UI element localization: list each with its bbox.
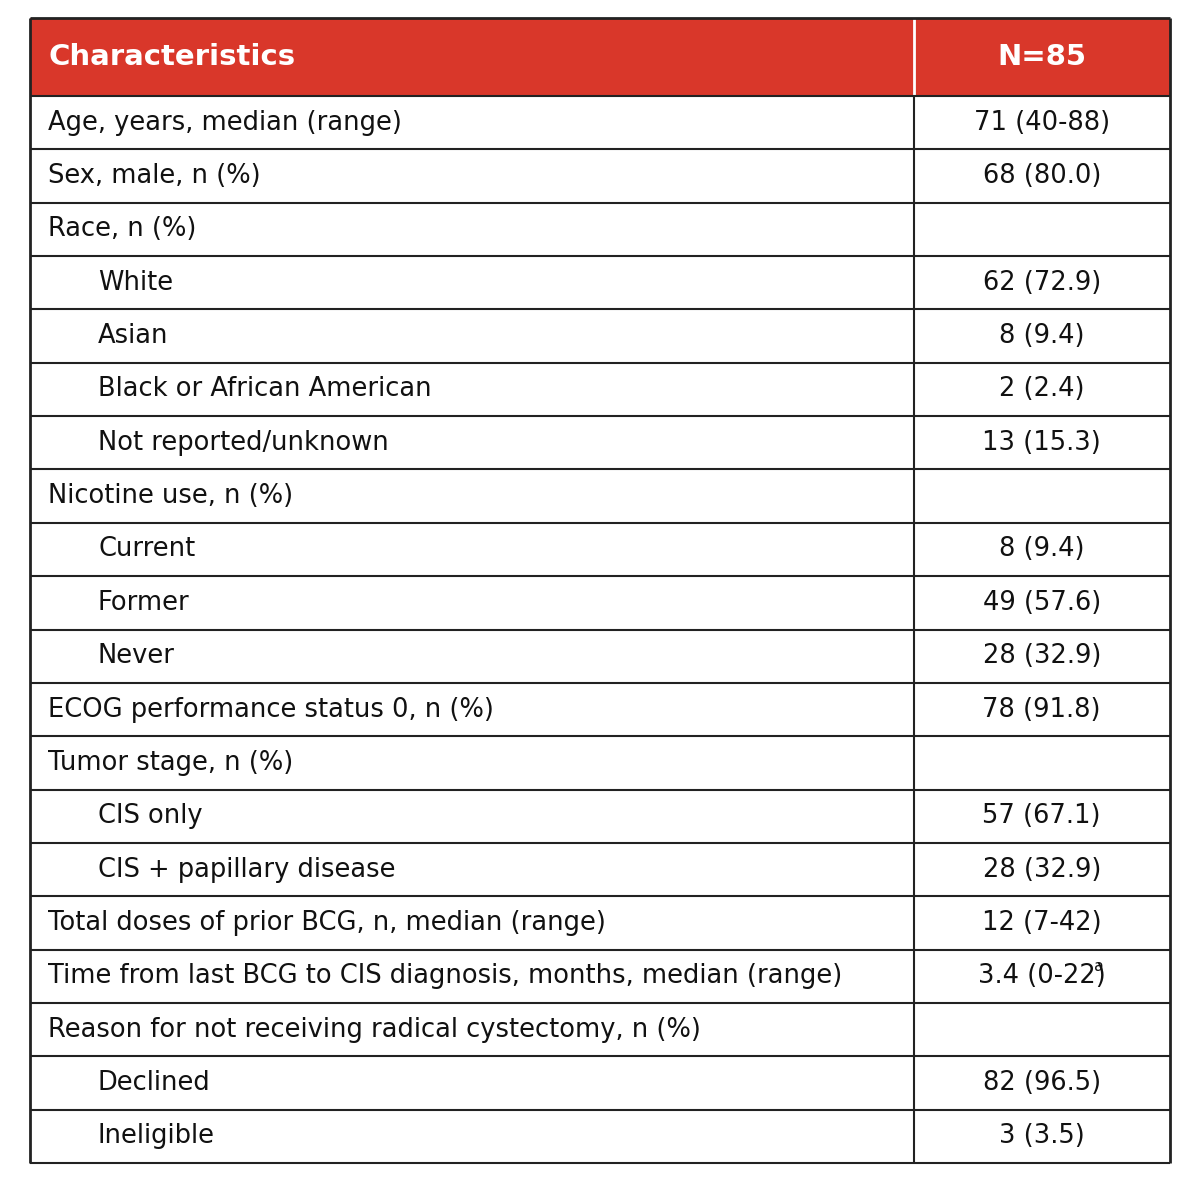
Text: Characteristics: Characteristics [48,43,295,71]
Text: CIS + papillary disease: CIS + papillary disease [98,856,396,882]
Bar [30,683,1170,736]
Text: 2 (2.4): 2 (2.4) [998,377,1085,403]
Text: 68 (80.0): 68 (80.0) [983,163,1100,189]
Bar [30,363,1170,416]
Text: 28 (32.9): 28 (32.9) [983,856,1100,882]
Bar [30,149,1170,203]
Text: Total doses of prior BCG, n, median (range): Total doses of prior BCG, n, median (ran… [48,909,606,935]
Bar [30,576,1170,629]
Bar [30,950,1170,1003]
Text: Sex, male, n (%): Sex, male, n (%) [48,163,260,189]
Text: Current: Current [98,536,196,562]
Bar [30,1110,1170,1163]
Bar [30,18,1170,96]
Text: 12 (7-42): 12 (7-42) [982,909,1102,935]
Text: 57 (67.1): 57 (67.1) [983,803,1102,829]
Text: 78 (91.8): 78 (91.8) [983,697,1102,723]
Text: 3.4 (0-22): 3.4 (0-22) [978,964,1105,990]
Text: CIS only: CIS only [98,803,203,829]
Text: Nicotine use, n (%): Nicotine use, n (%) [48,483,293,509]
Bar [30,470,1170,523]
Text: 82 (96.5): 82 (96.5) [983,1070,1100,1096]
Bar [30,256,1170,309]
Bar [30,896,1170,950]
Text: 13 (15.3): 13 (15.3) [983,430,1102,456]
Text: 8 (9.4): 8 (9.4) [998,536,1085,562]
Bar [30,736,1170,790]
Text: Former: Former [98,589,190,615]
Bar [30,790,1170,843]
Text: Not reported/unknown: Not reported/unknown [98,430,389,456]
Text: 28 (32.9): 28 (32.9) [983,644,1100,670]
Bar [30,629,1170,683]
Text: Tumor stage, n (%): Tumor stage, n (%) [48,750,293,776]
Text: N=85: N=85 [997,43,1086,71]
Text: Never: Never [98,644,175,670]
Bar [30,309,1170,363]
Text: Race, n (%): Race, n (%) [48,216,197,242]
Text: Ineligible: Ineligible [98,1123,215,1149]
Text: 71 (40-88): 71 (40-88) [973,110,1110,136]
Text: Reason for not receiving radical cystectomy, n (%): Reason for not receiving radical cystect… [48,1017,701,1043]
Bar [30,416,1170,470]
Bar [30,1003,1170,1056]
Text: White: White [98,269,173,295]
Bar [30,523,1170,576]
Bar [30,96,1170,149]
Text: ECOG performance status 0, n (%): ECOG performance status 0, n (%) [48,697,494,723]
Bar [30,1056,1170,1110]
Text: 3 (3.5): 3 (3.5) [998,1123,1085,1149]
Text: Age, years, median (range): Age, years, median (range) [48,110,402,136]
Text: 8 (9.4): 8 (9.4) [998,324,1085,350]
Bar [30,203,1170,256]
Bar [30,843,1170,896]
Text: a: a [1093,959,1104,974]
Text: Asian: Asian [98,324,168,350]
Text: 62 (72.9): 62 (72.9) [983,269,1100,295]
Text: Black or African American: Black or African American [98,377,432,403]
Text: 49 (57.6): 49 (57.6) [983,589,1100,615]
Text: Time from last BCG to CIS diagnosis, months, median (range): Time from last BCG to CIS diagnosis, mon… [48,964,842,990]
Text: Declined: Declined [98,1070,211,1096]
